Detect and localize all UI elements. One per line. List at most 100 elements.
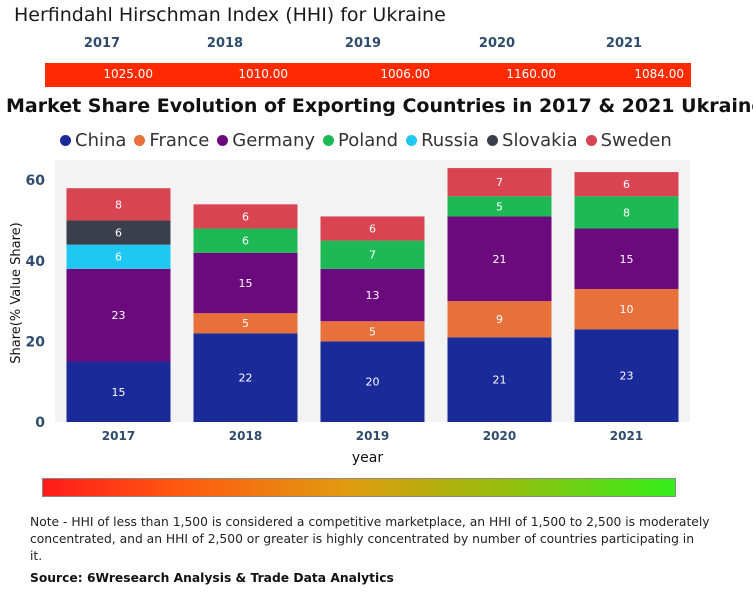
legend-dot-slovakia [487,135,499,146]
source-credit: Source: 6Wresearch Analysis & Trade Data… [30,571,394,585]
x-tick-label: 2017 [102,429,135,443]
data-label-poland-2020: 5 [496,200,503,213]
hhi-year-2019: 2019 [344,36,382,51]
x-tick-label: 2021 [610,429,643,443]
data-label-germany-2020: 21 [493,253,507,266]
data-label-china-2018: 22 [239,372,253,385]
hhi-value-2017: 1025.00 [103,67,153,81]
legend-dot-russia [406,135,418,146]
data-label-poland-2018: 6 [242,235,249,248]
data-label-sweden-2017: 8 [115,198,122,211]
data-label-china-2017: 15 [112,386,126,399]
x-tick-label: 2018 [229,429,262,443]
data-label-china-2021: 23 [620,370,634,383]
bar-segment-sweden-2019 [320,216,425,241]
bar-segment-poland-2019 [320,240,425,269]
data-label-germany-2018: 15 [239,277,253,290]
data-label-china-2019: 20 [366,376,380,389]
legend-label-slovakia: Slovakia [502,130,578,151]
bar-segment-france-2021 [574,288,679,330]
data-label-france-2018: 5 [242,317,249,330]
data-label-france-2020: 9 [496,313,503,326]
legend-label-sweden: Sweden [600,130,672,151]
y-tick-label: 60 [26,173,46,189]
legend-item-germany[interactable]: Germany [217,130,315,151]
data-label-china-2020: 21 [493,374,507,387]
hhi-year-2020: 2020 [478,36,516,51]
bar-segment-china-2020 [447,337,552,422]
data-label-poland-2021: 8 [623,206,630,219]
data-label-france-2019: 5 [369,325,376,338]
data-label-germany-2017: 23 [112,309,126,322]
legend-label-germany: Germany [232,130,316,151]
data-label-sweden-2019: 6 [369,223,376,236]
data-label-germany-2021: 15 [620,253,634,266]
bar-segment-france-2018 [193,313,298,334]
bar-segment-sweden-2018 [193,204,298,229]
legend-label-russia: Russia [421,130,480,151]
data-label-poland-2019: 7 [369,249,376,262]
data-label-germany-2019: 13 [366,289,380,302]
legend-item-slovakia[interactable]: Slovakia [487,130,578,151]
legend-label-poland: Poland [338,130,399,151]
hhi-value-2020: 1160.00 [506,67,556,81]
x-tick-label: 2020 [483,429,516,443]
y-tick-label: 40 [26,254,46,270]
bar-segment-france-2019 [320,321,425,342]
legend-item-poland[interactable]: Poland [323,130,398,151]
hhi-value-2019: 1006.00 [380,67,430,81]
legend-label-france: France [149,130,210,151]
bar-segment-france-2020 [447,301,552,338]
bar-segment-china-2018 [193,333,298,422]
bar-segment-china-2021 [574,329,679,422]
bar-segment-sweden-2021 [574,172,679,197]
bar-segment-china-2017 [66,361,171,422]
chart-title: Market Share Evolution of Exporting Coun… [6,95,753,117]
legend-dot-germany [217,135,229,146]
bar-segment-poland-2021 [574,196,679,229]
legend-dot-poland [323,135,335,146]
y-tick-label: 20 [26,334,46,350]
bar-segment-russia-2017 [66,244,171,269]
legend-dot-france [134,135,146,146]
bar-segment-sweden-2017 [66,188,171,221]
legend-label-china: China [75,130,127,151]
hhi-scale-gradient [42,478,676,497]
data-label-sweden-2020: 7 [496,176,503,189]
legend-dot-sweden [585,135,597,146]
chart-legend: China France Germany Poland Russia Slova… [60,130,680,151]
bar-segment-germany-2017 [66,268,171,362]
hhi-year-2021: 2021 [605,36,643,51]
bar-segment-poland-2018 [193,228,298,253]
bar-segment-slovakia-2017 [66,220,171,245]
y-tick-label: 0 [35,415,45,431]
footnote: Note - HHI of less than 1,500 is conside… [30,515,710,563]
data-label-russia-2017: 6 [115,251,122,264]
data-label-sweden-2018: 6 [242,210,249,223]
hhi-value-2021: 1084.00 [634,67,684,81]
data-label-france-2021: 10 [620,303,634,316]
data-label-slovakia-2017: 6 [115,227,122,240]
legend-item-sweden[interactable]: Sweden [585,130,672,151]
bar-segment-germany-2021 [574,228,679,289]
y-axis-label: Share(% Value Share) [9,222,24,364]
bar-segment-germany-2019 [320,268,425,322]
hhi-year-2018: 2018 [206,36,244,51]
x-tick-label: 2019 [356,429,389,443]
x-axis-label: year [352,450,383,466]
bar-segment-sweden-2020 [447,168,552,197]
bar-segment-china-2019 [320,341,425,422]
bar-segment-germany-2018 [193,252,298,314]
hhi-year-row: 2017 2018 2019 2020 2021 [0,36,753,54]
bar-segment-poland-2020 [447,196,552,217]
hhi-value-2018: 1010.00 [238,67,288,81]
bar-segment-germany-2020 [447,216,552,302]
hhi-value-bar: 1025.00 1010.00 1006.00 1160.00 1084.00 [45,63,691,87]
legend-item-china[interactable]: China [60,130,126,151]
legend-dot-china [60,135,71,146]
hhi-year-2017: 2017 [83,36,121,51]
stacked-bar-chart: 0 20 40 60 Share(% Value Share) 15 23 6 6 8 2017 22… [9,160,690,466]
hhi-title: Herfindahl Hirschman Index (HHI) for Ukr… [14,4,446,26]
legend-item-russia[interactable]: Russia [406,130,479,151]
legend-item-france[interactable]: France [134,130,209,151]
